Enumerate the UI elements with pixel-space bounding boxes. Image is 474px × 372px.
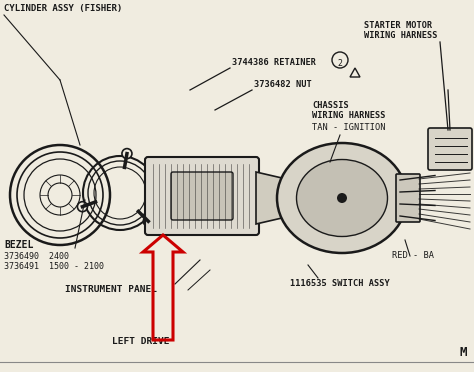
Text: CHASSIS: CHASSIS (312, 101, 349, 110)
Polygon shape (256, 172, 282, 224)
FancyBboxPatch shape (428, 128, 472, 170)
FancyBboxPatch shape (171, 172, 233, 220)
Ellipse shape (277, 143, 407, 253)
Text: 1116535 SWITCH ASSY: 1116535 SWITCH ASSY (290, 279, 390, 288)
Circle shape (337, 193, 347, 203)
Text: RED - BA: RED - BA (392, 251, 434, 260)
Ellipse shape (297, 160, 388, 237)
Text: M: M (460, 346, 467, 359)
Circle shape (143, 216, 153, 226)
Text: LEFT DRIVE: LEFT DRIVE (112, 337, 170, 346)
Text: CYLINDER ASSY (FISHER): CYLINDER ASSY (FISHER) (4, 4, 122, 13)
Text: STARTER MOTOR: STARTER MOTOR (364, 21, 432, 30)
FancyBboxPatch shape (396, 174, 420, 222)
Text: BEZEL: BEZEL (4, 240, 33, 250)
Text: WIRING HARNESS: WIRING HARNESS (312, 111, 385, 120)
Text: INSTRUMENT PANEL: INSTRUMENT PANEL (65, 285, 157, 294)
Text: 3744386 RETAINER: 3744386 RETAINER (232, 58, 316, 67)
Circle shape (77, 202, 87, 212)
FancyBboxPatch shape (145, 157, 259, 235)
Text: 3736490  2400: 3736490 2400 (4, 252, 69, 261)
Circle shape (122, 148, 132, 158)
Text: 3736482 NUT: 3736482 NUT (254, 80, 312, 89)
Text: TAN - IGNITION: TAN - IGNITION (312, 123, 385, 132)
Text: 2: 2 (337, 59, 343, 68)
Text: WIRING HARNESS: WIRING HARNESS (364, 31, 438, 40)
Text: 3736491  1500 - 2100: 3736491 1500 - 2100 (4, 262, 104, 271)
